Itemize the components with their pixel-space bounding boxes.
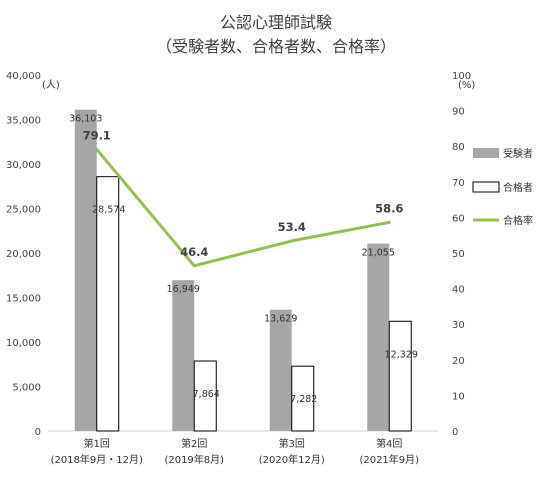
pass-rate-line bbox=[95, 148, 390, 268]
y-tick-label: 25,000 bbox=[6, 205, 41, 216]
y2-tick-label: 60 bbox=[452, 213, 465, 224]
bar-passers bbox=[193, 360, 217, 432]
bar-passers bbox=[388, 320, 412, 432]
y2-tick-label: 80 bbox=[452, 142, 465, 153]
x-tick-sublabel: (2020年12月) bbox=[259, 453, 325, 466]
y-tick-label: 40,000 bbox=[6, 71, 41, 82]
pass-rate-label: 79.1 bbox=[83, 128, 111, 142]
chart-title: 公認心理師試験 bbox=[220, 13, 332, 32]
x-tick-label: 第4回 bbox=[376, 437, 402, 450]
y-tick-label: 30,000 bbox=[6, 160, 41, 171]
x-tick-label: 第2回 bbox=[181, 437, 207, 450]
pass-rate-point bbox=[387, 220, 391, 224]
bar-label-passers: 7,864 bbox=[193, 389, 220, 400]
x-tick-label: 第3回 bbox=[279, 437, 305, 450]
y2-tick-label: 90 bbox=[452, 107, 465, 118]
bar-examinees bbox=[172, 280, 195, 431]
x-tick-sublabel: (2018年9月・12月) bbox=[51, 453, 143, 466]
legend-label-pass-rate: 合格率 bbox=[503, 214, 533, 227]
bar-label-examinees: 21,055 bbox=[362, 248, 395, 259]
pass-rate-point bbox=[290, 239, 294, 243]
y2-tick-label: 10 bbox=[452, 391, 465, 402]
y2-tick-label: 30 bbox=[452, 320, 465, 331]
pass-rate-label: 53.4 bbox=[278, 220, 306, 234]
y-tick-label: 20,000 bbox=[6, 249, 41, 260]
y2-tick-label: 20 bbox=[452, 356, 465, 367]
bar-label-passers: 28,574 bbox=[92, 205, 125, 216]
pass-rate-label: 46.4 bbox=[180, 245, 208, 259]
bar-label-examinees: 13,629 bbox=[264, 314, 297, 325]
y2-tick-label: 40 bbox=[452, 285, 465, 296]
bar-examinees bbox=[367, 243, 390, 431]
bar-label-passers: 7,282 bbox=[290, 394, 317, 405]
y-tick-label: 0 bbox=[35, 427, 41, 438]
right-axis-unit: (%) bbox=[458, 80, 475, 91]
y2-tick-label: 0 bbox=[452, 427, 458, 438]
x-tick-sublabel: (2019年8月) bbox=[164, 453, 224, 466]
legend-label-passers: 合格者 bbox=[503, 181, 533, 194]
legend-swatch-passers bbox=[472, 181, 500, 193]
y2-tick-label: 70 bbox=[452, 178, 465, 189]
bar-examinees bbox=[269, 309, 292, 431]
y-tick-label: 15,000 bbox=[6, 294, 41, 305]
pass-rate-point bbox=[95, 147, 99, 151]
bar-passers bbox=[291, 365, 315, 432]
pass-rate-label: 58.6 bbox=[375, 201, 403, 215]
plot-area: 0 5,000 10,000 15,000 20,000 25,000 30,000 35,0… bbox=[6, 71, 471, 466]
chart-subtitle: （受験者数、合格者数、合格率） bbox=[156, 37, 396, 56]
y-tick-label: 5,000 bbox=[12, 383, 41, 394]
left-axis-unit: (人) bbox=[42, 79, 60, 91]
pass-rate-point bbox=[192, 264, 196, 268]
x-tick-sublabel: (2021年9月) bbox=[359, 453, 419, 466]
legend-swatch-examinees bbox=[473, 148, 499, 158]
bar-label-examinees: 36,103 bbox=[69, 114, 102, 125]
y2-tick-label: 100 bbox=[452, 71, 471, 82]
bar-label-examinees: 16,949 bbox=[167, 284, 200, 295]
y2-tick-label: 50 bbox=[452, 249, 465, 260]
bar-label-passers: 12,329 bbox=[385, 349, 418, 360]
x-tick-label: 第1回 bbox=[84, 437, 110, 450]
y-tick-label: 10,000 bbox=[6, 338, 41, 349]
bar-examinees bbox=[74, 109, 97, 432]
bar-passers bbox=[96, 176, 120, 432]
y-tick-label: 35,000 bbox=[6, 116, 41, 127]
legend-label-examinees: 受験者 bbox=[503, 147, 533, 160]
